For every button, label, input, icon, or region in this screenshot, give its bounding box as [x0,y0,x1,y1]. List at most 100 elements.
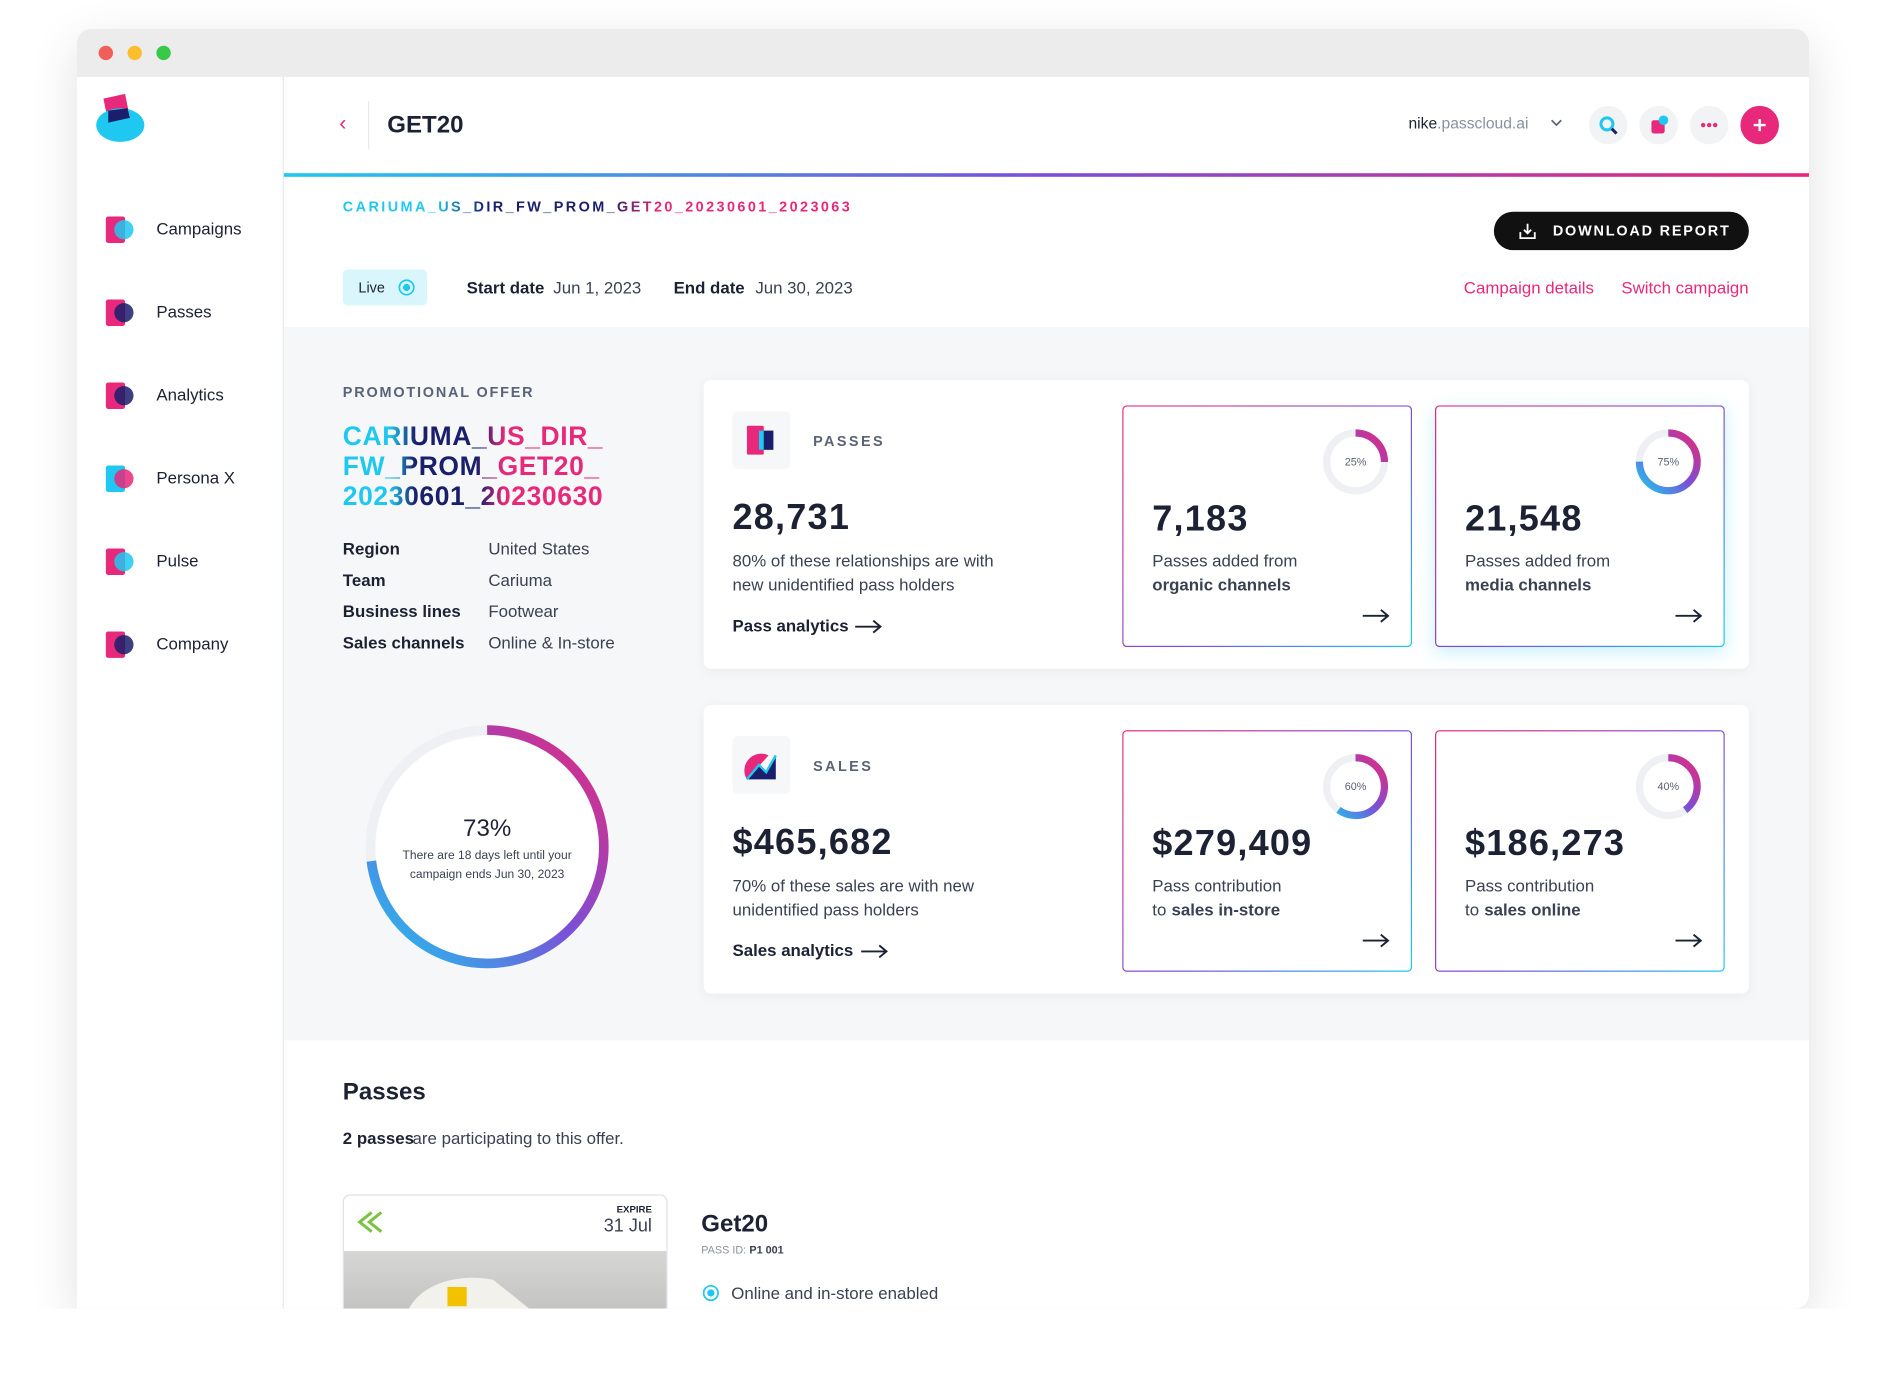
arrow-icon [861,944,888,959]
progress-label: 73% [463,815,512,842]
chevron-icon [1551,119,1562,127]
detail-key: Sales channels [342,632,465,652]
detail-key: Team [342,570,386,590]
more-dot [1707,122,1712,128]
offer-name: FW_PROM_GET20_ [342,451,600,482]
nav-item[interactable]: Persona X [156,467,235,488]
header-icon-button[interactable] [1588,105,1628,145]
card-icon-bg [732,736,791,794]
tile-amount: $279,409 [1152,823,1313,864]
detail-value: Cariuma [488,570,552,590]
offer-name: 20230601_20230630 [342,481,604,512]
nav-icon [105,465,134,492]
nav-icon-b [114,635,134,655]
icon-c [746,754,777,781]
stat-tile[interactable] [1435,405,1725,647]
link[interactable]: Campaign details [1463,277,1594,298]
tile-prefix: to [1465,899,1480,919]
arrow-icon [1362,933,1390,948]
nav-item[interactable]: Company [156,633,229,654]
download-button[interactable] [1493,211,1749,251]
arrow-path [1675,609,1703,623]
arrow-path [1675,933,1703,948]
tile-amount: $186,273 [1465,823,1626,864]
campaign-code grad: CARIUMA_US_DIR_FW_PROM_GET20_20230601_20… [342,198,853,216]
logo-overlap [108,108,130,123]
tile-percent: 40% [1657,780,1680,793]
arrow-icon [855,619,882,634]
feature-core [707,1289,715,1297]
tile-ring [1323,429,1389,495]
status-ring [398,279,415,296]
nav-icon [105,299,134,326]
shoe-tag [447,1286,467,1307]
tile-ring [1323,754,1389,820]
page-title: GET20 [387,111,464,139]
detail-key: Region [342,538,400,559]
more-dot [1713,122,1718,128]
window-bottom-mask [0,1308,1886,1386]
tile-amount: 7,183 [1152,499,1249,539]
card-desc: unidentified pass holders [732,899,919,919]
stat-tile[interactable] [1122,730,1412,972]
tile-amount: 21,548 [1465,499,1583,539]
tile-percent: 60% [1344,780,1367,793]
pass-name: Get20 [701,1211,769,1238]
download-icon [1519,223,1536,240]
tile-ring [1635,754,1701,820]
progress-text: campaign ends Jun 30, 2023 [409,868,565,882]
tile-text: Pass contribution [1152,875,1282,895]
card-total: 28,731 [732,497,851,538]
feature-ring [702,1284,719,1302]
back-button[interactable]: ‹ [339,110,347,135]
icon-b [746,755,776,780]
card-link[interactable]: Sales analytics [732,940,854,960]
nav-icon [105,382,134,409]
tile-bold: sales in-store [1171,899,1281,919]
progress-disc [375,736,599,960]
window-dot [127,45,142,61]
stat-tile[interactable] [1435,730,1725,972]
nav-icon-b [114,303,134,323]
nav-item[interactable]: Passes [156,301,212,322]
link[interactable]: Switch campaign [1621,277,1749,298]
header-icon [1753,119,1766,132]
card-label: SALES [813,757,874,775]
section-label: PROMOTIONAL OFFER [342,383,535,401]
detail-key: Business lines [342,601,461,621]
start-date: Jun 1, 2023 [553,277,642,298]
nav-item[interactable]: Analytics [156,384,224,405]
header-icon [1651,115,1669,134]
shoe-image [408,1277,530,1309]
account-switcher[interactable]: nike.passcloud.ai [1408,114,1528,132]
pass-logo [357,1211,383,1233]
stat-tile[interactable] [1122,405,1412,647]
window-dot [98,45,114,61]
header-divider [368,101,370,150]
card-link[interactable]: Pass analytics [732,615,849,636]
nav-item[interactable]: Pulse [156,550,199,571]
tile-text: Passes added from [1152,550,1298,571]
arrow-path [1362,933,1390,948]
arrow-path [855,619,882,634]
tile-percent: 75% [1657,455,1680,468]
nav-item[interactable]: Campaigns [156,218,242,239]
card-icon [744,753,777,781]
progress-text: There are 18 days left until your [402,849,572,863]
arrow-path [1362,609,1390,623]
pass-id: P1 001 [749,1243,784,1256]
gradient-line [283,173,1810,177]
card-icon [746,425,774,455]
search-handle [1610,127,1618,135]
ring-arc [1635,754,1701,820]
nav-icon-b [114,552,134,572]
shoe [408,1277,530,1309]
expire-date: 31 Jul [603,1216,652,1237]
status-core [402,283,411,292]
search-glass [1599,116,1615,132]
detail-value: Online & In-store [488,632,615,652]
start-label: Start date [466,277,545,298]
arrow-path [861,944,888,959]
download-label: DOWNLOAD REPORT [1552,222,1731,240]
